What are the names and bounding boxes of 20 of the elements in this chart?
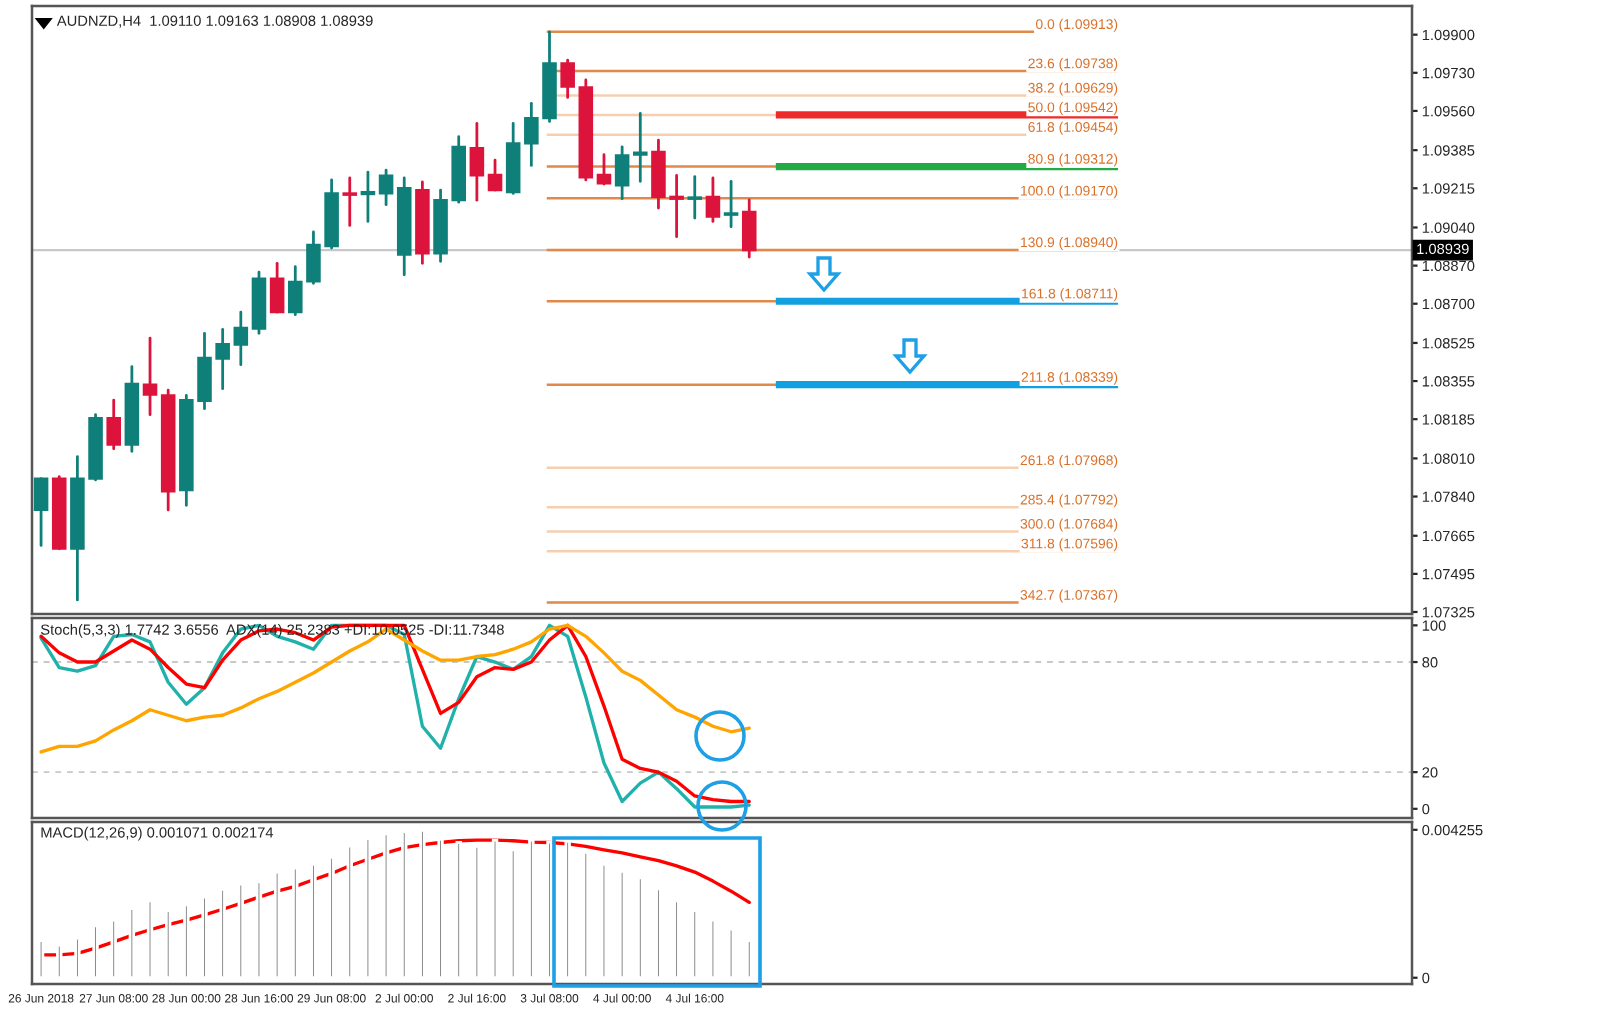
line-series [39, 623, 751, 754]
candlestick [705, 176, 721, 223]
candlestick [633, 112, 648, 183]
candlestick [560, 58, 575, 99]
candlestick [360, 170, 376, 223]
line-series [39, 838, 751, 957]
candlestick [33, 477, 49, 547]
candlestick [233, 310, 249, 367]
candlestick [142, 336, 158, 417]
candlestick [342, 176, 358, 227]
candlestick [469, 122, 485, 202]
candlestick [687, 175, 703, 220]
candlestick [614, 145, 630, 201]
candlestick [741, 198, 757, 259]
candlestick [106, 398, 121, 451]
candlestick [269, 261, 285, 314]
candlestick [487, 158, 503, 192]
candlestick [596, 153, 612, 186]
candlestick [378, 168, 394, 207]
candlestick [723, 179, 739, 229]
